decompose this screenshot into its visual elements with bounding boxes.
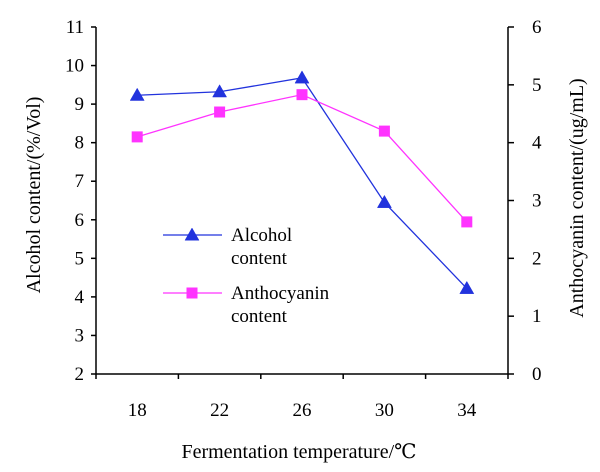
data-point: [378, 125, 390, 137]
series-layer: [129, 70, 475, 294]
x-tick-label: 18: [128, 400, 147, 421]
left-y-tick-label: 7: [75, 171, 85, 192]
left-y-tick-label: 4: [75, 287, 85, 308]
left-y-axis-title: Alcohol content/(%/Vol): [23, 97, 45, 294]
legend-marker: [186, 287, 198, 299]
x-tick-label: 34: [457, 400, 477, 421]
left-y-tick-label: 5: [75, 248, 85, 269]
data-point: [459, 280, 475, 294]
series-anthocyanin: [131, 89, 473, 228]
data-point: [214, 106, 226, 118]
left-y-tick-label: 10: [65, 56, 84, 77]
legend-marker: [184, 227, 200, 241]
x-axis-title: Fermentation temperature/℃: [181, 441, 416, 463]
legend-label: Anthocyanin: [231, 283, 330, 304]
data-point: [376, 194, 392, 208]
left-y-tick-label: 8: [75, 133, 85, 154]
right-y-tick-label: 1: [532, 306, 542, 327]
data-point: [461, 216, 473, 228]
right-y-tick-label: 2: [532, 248, 542, 269]
axes: [91, 26, 514, 379]
left-y-tick-label: 6: [75, 210, 85, 231]
legend-label: content: [231, 306, 288, 327]
data-point: [294, 70, 310, 84]
left-y-tick-label: 2: [75, 364, 85, 385]
right-y-axis-title: Anthocyanin content/(ug/mL): [566, 78, 588, 317]
left-y-tick-label: 9: [75, 94, 85, 115]
data-point: [212, 84, 228, 98]
right-y-tick-label: 5: [532, 75, 542, 96]
left-y-tick-label: 3: [75, 325, 85, 346]
right-y-tick-labels: 0 1 2 3 4 5 6: [532, 17, 542, 385]
data-point: [131, 131, 143, 143]
series-alcohol: [129, 70, 475, 294]
right-y-tick-label: 0: [532, 364, 542, 385]
right-y-tick-label: 4: [532, 133, 542, 154]
series-line: [137, 93, 468, 223]
left-y-tick-labels: 2 3 4 5 6 7 8 9 10 11: [65, 17, 85, 385]
x-tick-label: 30: [375, 400, 394, 421]
legend-label: content: [231, 248, 288, 269]
right-y-tick-label: 3: [532, 191, 542, 212]
right-y-tick-label: 6: [532, 17, 542, 38]
data-point: [296, 89, 308, 101]
data-point: [129, 87, 145, 101]
x-tick-labels: 18 22 26 30 34: [128, 400, 477, 421]
x-tick-label: 22: [210, 400, 229, 421]
legend-label: Alcohol: [231, 225, 292, 246]
series-line: [137, 77, 468, 289]
x-tick-label: 26: [293, 400, 312, 421]
left-y-tick-label: 11: [66, 17, 84, 38]
